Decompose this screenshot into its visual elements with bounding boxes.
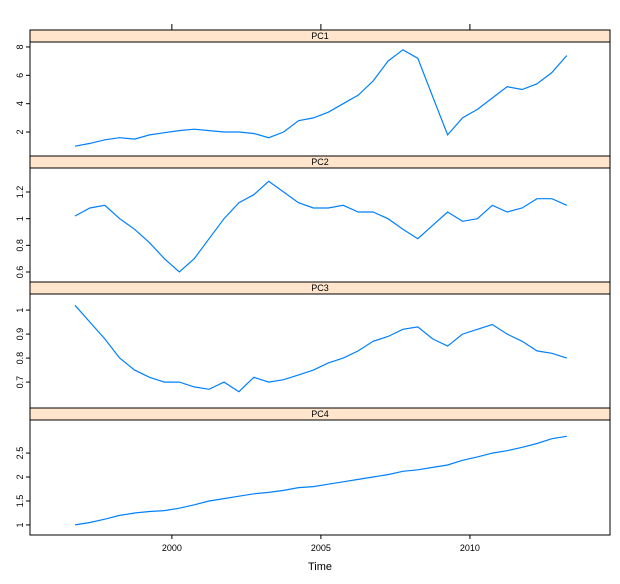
series-line <box>74 49 568 147</box>
x-axis-label: Time <box>308 561 332 573</box>
y-tick-label: 8 <box>15 44 25 49</box>
x-tick-label: 2005 <box>311 543 331 553</box>
y-tick-label: 1.2 <box>15 186 25 199</box>
y-tick-label: 6 <box>15 73 25 78</box>
x-tick-label: 2010 <box>460 543 480 553</box>
panel-title: PC3 <box>311 283 329 293</box>
y-tick-label: 0.8 <box>15 239 25 252</box>
series-line <box>74 435 567 526</box>
y-tick-label: 2.5 <box>15 447 25 460</box>
y-tick-label: 2 <box>15 475 25 480</box>
y-tick-label: 1 <box>15 216 25 221</box>
panel <box>29 293 611 409</box>
y-tick-label: 0.8 <box>15 352 25 365</box>
series-line <box>74 304 567 393</box>
y-tick-label: 0.9 <box>15 328 25 341</box>
panel <box>29 419 611 536</box>
panel <box>29 41 611 157</box>
panel-title: PC4 <box>311 409 329 419</box>
y-tick-label: 4 <box>15 101 25 106</box>
panel-title: PC2 <box>311 157 329 167</box>
y-tick-label: 1.5 <box>15 495 25 508</box>
x-tick-label: 2000 <box>162 543 182 553</box>
y-tick-label: 2 <box>15 130 25 135</box>
y-tick-label: 0.7 <box>15 376 25 389</box>
y-tick-label: 1 <box>15 522 25 527</box>
panel-title: PC1 <box>311 31 329 41</box>
series-line <box>74 180 568 273</box>
y-tick-label: 1 <box>15 308 25 313</box>
y-tick-label: 0.6 <box>15 266 25 279</box>
panel <box>29 167 611 283</box>
